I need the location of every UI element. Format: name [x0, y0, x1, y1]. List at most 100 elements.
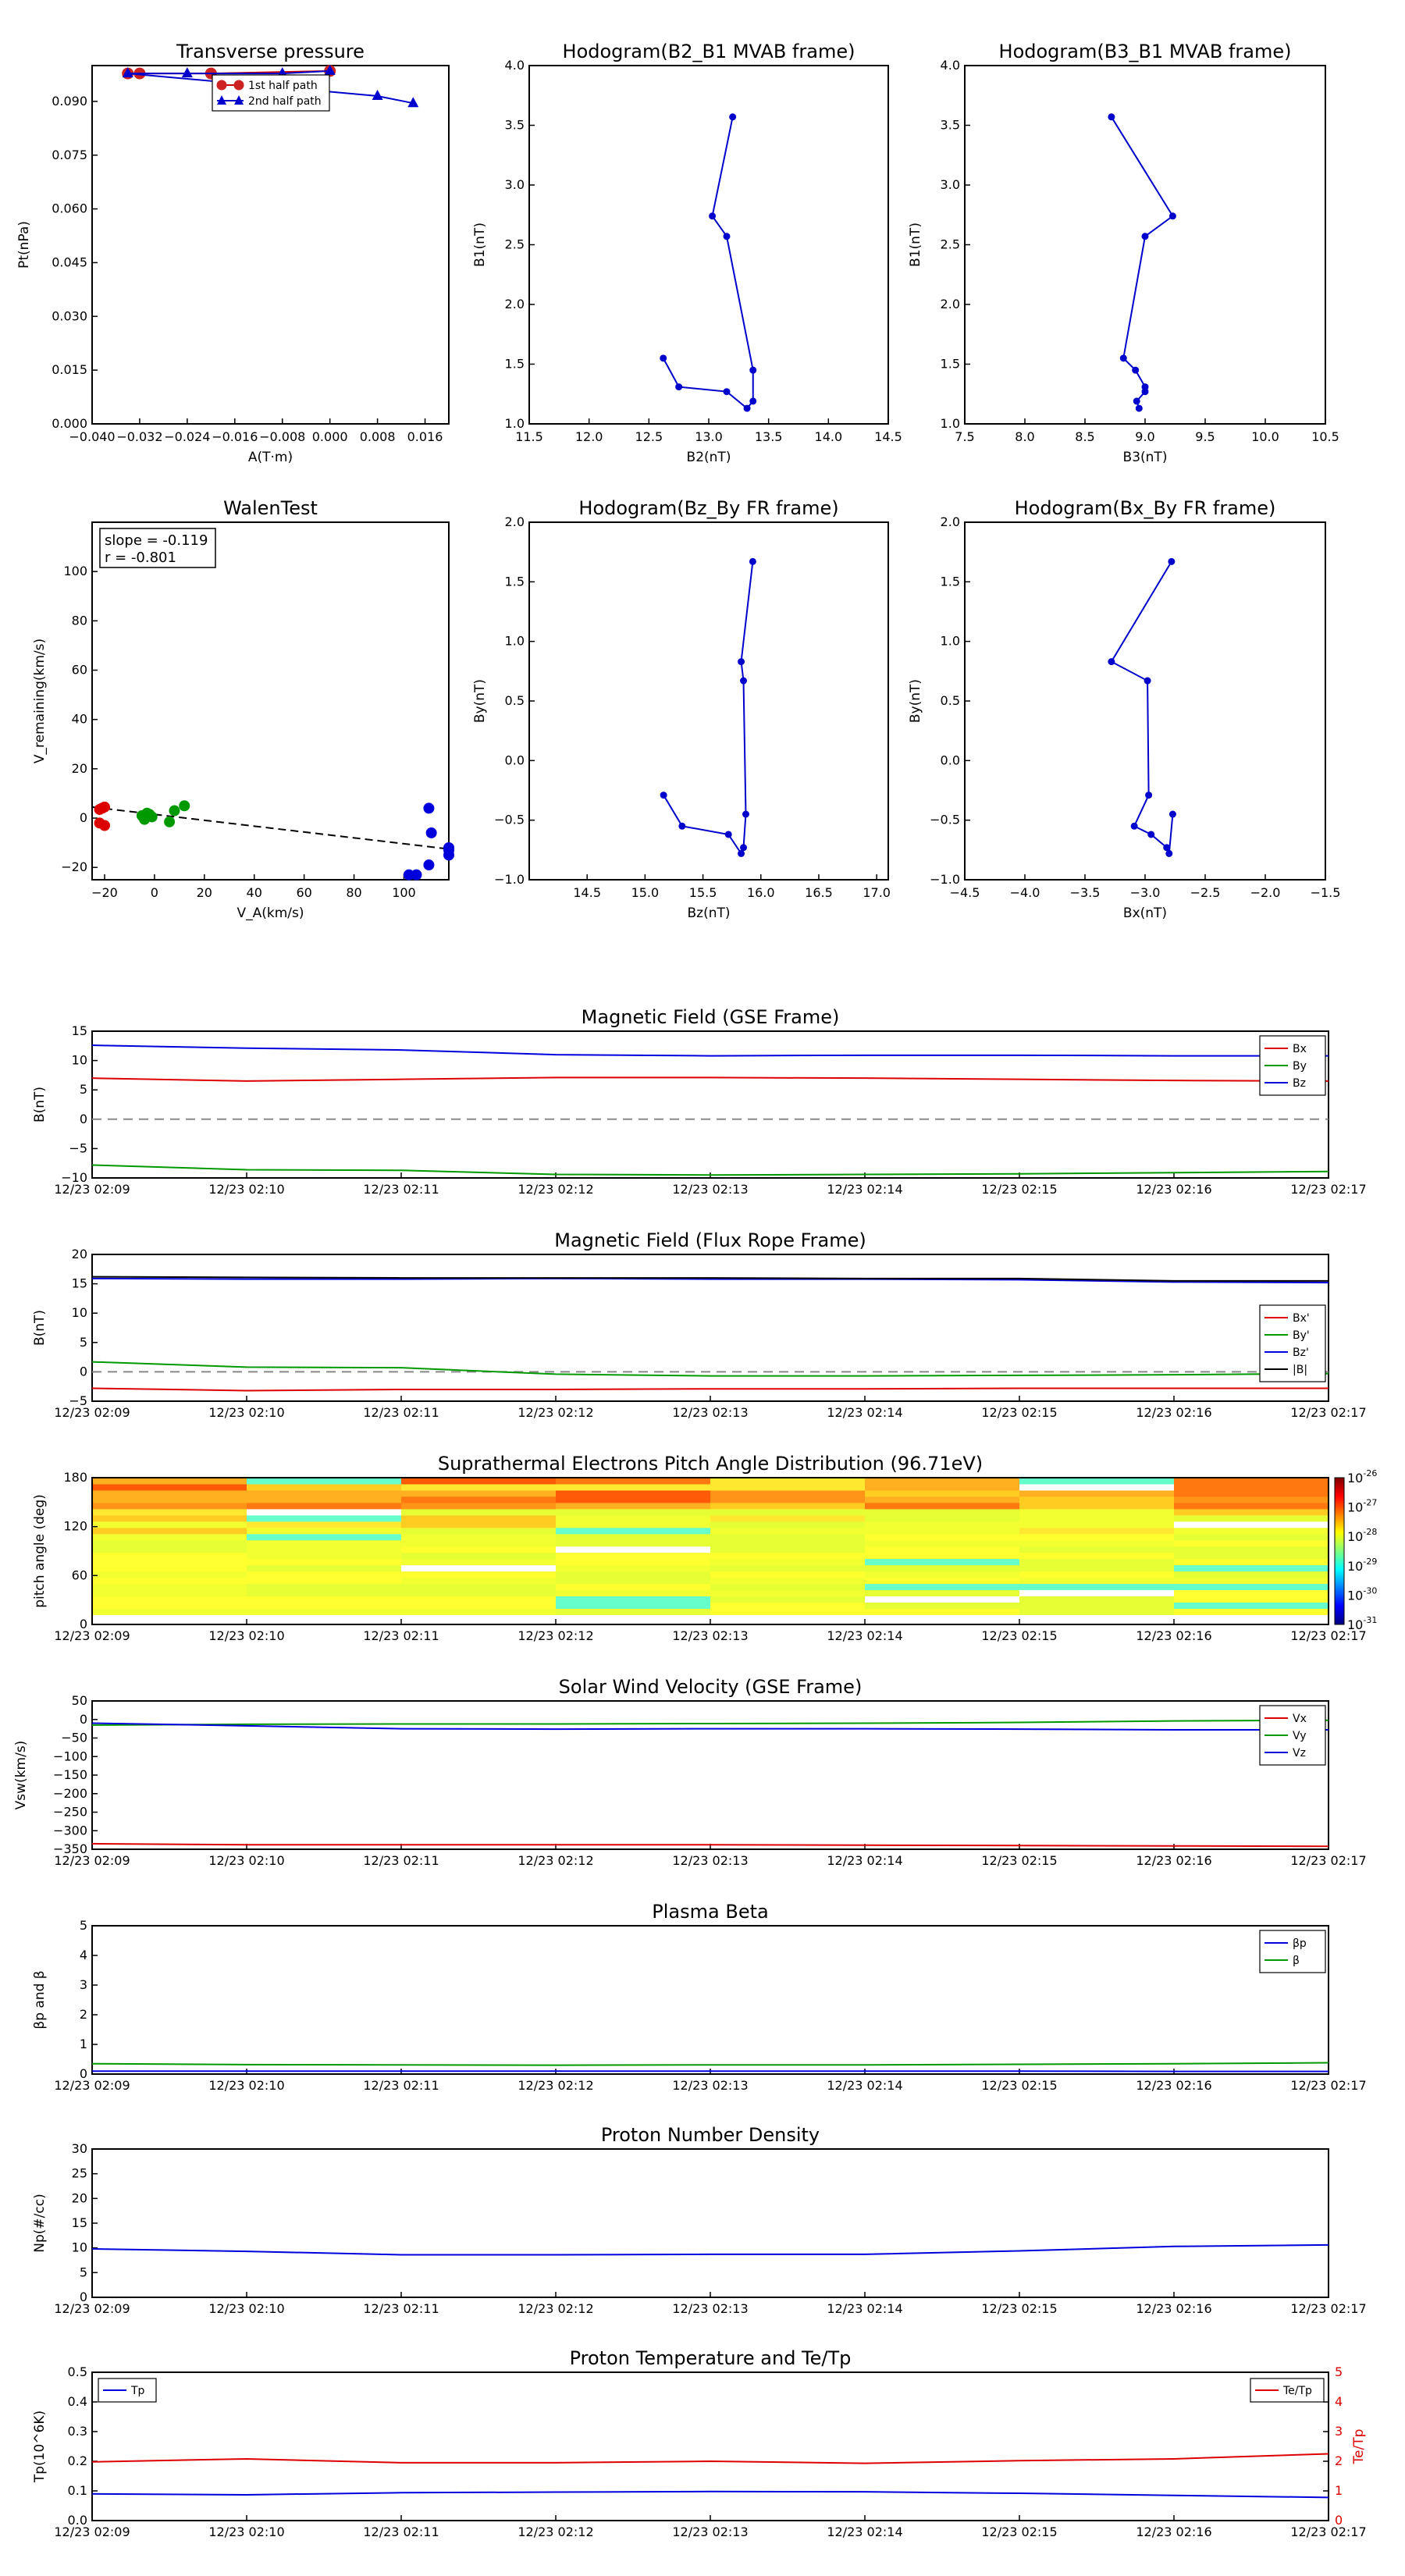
heatmap-cell — [865, 1571, 1020, 1578]
data-point — [738, 658, 745, 666]
heatmap-cell — [247, 1583, 402, 1591]
y-tick-label: −1.0 — [930, 872, 960, 887]
heatmap-cell — [865, 1552, 1020, 1560]
y-tick-label: 10 — [72, 1053, 87, 1068]
x-tick-label: −20 — [91, 885, 118, 900]
x-tick-label: −0.016 — [212, 429, 258, 444]
y-tick-label: 100 — [63, 564, 87, 578]
colorbar-tick-exp: -30 — [1363, 1585, 1377, 1596]
scatter-point — [423, 859, 435, 871]
heatmap-cell — [556, 1546, 711, 1553]
heatmap-cell — [710, 1502, 866, 1510]
x-tick-label: −3.5 — [1070, 885, 1101, 900]
x-tick-label: 20 — [197, 885, 212, 900]
time-tick-label: 12/23 02:13 — [672, 1853, 748, 1868]
heatmap-cell — [1174, 1583, 1329, 1591]
legend-marker — [233, 80, 244, 91]
time-tick-label: 12/23 02:10 — [208, 1628, 284, 1643]
x-tick-label: −0.040 — [69, 429, 115, 444]
time-tick-label: 12/23 02:09 — [54, 2524, 130, 2539]
time-tick-label: 12/23 02:12 — [518, 1628, 593, 1643]
plot-frame — [91, 65, 450, 425]
series-line-0 — [91, 1387, 1329, 1392]
heatmap-cell — [92, 1602, 247, 1609]
time-tick-label: 12/23 02:10 — [208, 1405, 284, 1420]
heatmap-cell — [710, 1483, 866, 1491]
data-point — [749, 366, 757, 374]
time-tick-label: 12/23 02:12 — [518, 2524, 593, 2539]
heatmap-cell — [401, 1564, 557, 1572]
heatmap-cell — [247, 1483, 402, 1491]
data-point — [678, 822, 686, 830]
hodogram-line — [663, 561, 754, 856]
y-axis-label: Np(#/cc) — [32, 2194, 48, 2252]
time-tick-label: 12/23 02:17 — [1290, 2301, 1366, 2316]
triangle-marker — [181, 67, 193, 78]
x-tick-label: 80 — [346, 885, 361, 900]
data-point — [729, 113, 737, 121]
y-axis-label: By(nT) — [472, 679, 488, 723]
time-tick-label: 12/23 02:09 — [54, 2078, 130, 2093]
legend-label: |B| — [1293, 1364, 1307, 1376]
heatmap-cell — [710, 1489, 866, 1497]
heatmap-cell — [710, 1527, 866, 1535]
hodogram-line — [662, 116, 754, 410]
plot-frame — [91, 521, 450, 881]
heatmap-cell — [401, 1496, 557, 1503]
colorbar-tick-exp: -27 — [1363, 1498, 1377, 1508]
scatter-point — [94, 817, 105, 829]
heatmap-cell — [92, 1546, 247, 1553]
time-tick-label: 12/23 02:16 — [1136, 2301, 1211, 2316]
y-tick-label: 1.0 — [505, 416, 525, 431]
y-tick-label: −50 — [61, 1731, 87, 1745]
y-tick-label: −0.5 — [494, 813, 525, 827]
y-tick-label: 0 — [80, 810, 87, 825]
legend-label: Tp — [130, 2385, 145, 2397]
x-tick-label: 40 — [247, 885, 262, 900]
y-tick-label: 0 — [80, 1617, 87, 1631]
time-tick-label: 12/23 02:13 — [672, 1405, 748, 1420]
heatmap-cell — [1019, 1602, 1175, 1609]
time-tick-label: 12/23 02:09 — [54, 1628, 130, 1643]
series-line-3 — [91, 1276, 1329, 1282]
heatmap-cell — [401, 1527, 557, 1535]
legend-box — [212, 74, 330, 112]
heatmap-cell — [247, 1527, 402, 1535]
x-tick-label: −0.008 — [259, 429, 305, 444]
heatmap-cell — [401, 1546, 557, 1553]
plot-frame — [964, 521, 1326, 881]
heatmap-cell — [1174, 1539, 1329, 1547]
time-tick-label: 12/23 02:11 — [363, 2078, 439, 2093]
heatmap-cell — [865, 1602, 1020, 1609]
heatmap-cell — [92, 1596, 247, 1603]
heatmap-cell — [92, 1558, 247, 1566]
plot-title: Hodogram(B3_B1 MVAB frame) — [999, 41, 1292, 62]
heatmap-cell — [247, 1564, 402, 1572]
y2-tick-label: 5 — [1335, 2364, 1343, 2379]
heatmap-cell — [1019, 1527, 1175, 1535]
heatmap-cell — [401, 1583, 557, 1591]
y-tick-label: 3.5 — [941, 118, 960, 133]
data-point — [1135, 404, 1143, 412]
y-axis-label: B1(nT) — [472, 222, 488, 267]
y-tick-label: 5 — [80, 1918, 87, 1933]
heatmap-cell — [1174, 1533, 1329, 1541]
plot-frame — [91, 2371, 1329, 2521]
heatmap-cell — [710, 1533, 866, 1541]
plot-frame — [528, 65, 889, 425]
heatmap-cell — [1019, 1483, 1175, 1491]
heatmap-cell — [247, 1608, 402, 1615]
y-tick-label: 1.5 — [505, 574, 525, 589]
heatmap-cell — [247, 1496, 402, 1503]
plot-title: Suprathermal Electrons Pitch Angle Distr… — [438, 1453, 983, 1475]
time-tick-label: 12/23 02:17 — [1290, 1405, 1366, 1420]
legend-label: 2nd half path — [248, 95, 322, 108]
scatter-point — [98, 801, 110, 813]
x-axis-label: V_A(km/s) — [237, 906, 304, 921]
heatmap-cell — [556, 1602, 711, 1609]
y-axis-label: Vsw(km/s) — [13, 1741, 29, 1810]
y-axis-label: βp and β — [32, 1970, 48, 2029]
heatmap-cell — [1174, 1502, 1329, 1510]
data-point — [749, 557, 756, 565]
heatmap-cell — [556, 1539, 711, 1547]
